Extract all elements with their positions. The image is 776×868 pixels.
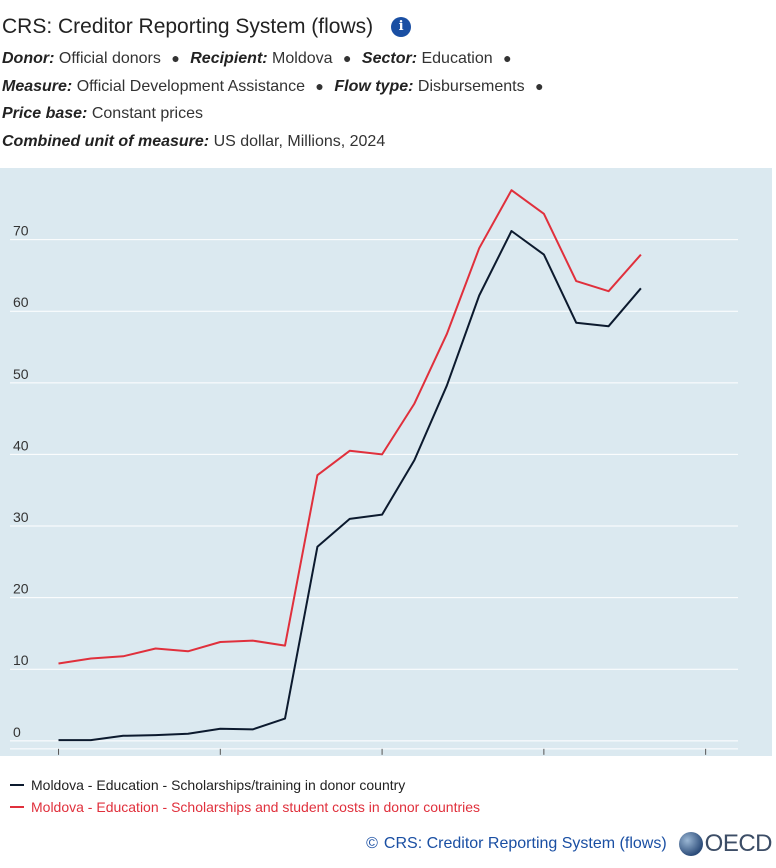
measure-label: Measure: [2, 78, 73, 95]
data-point-series-1 [315, 544, 320, 549]
data-point-series-1 [153, 733, 158, 738]
data-point-series-1 [509, 229, 514, 234]
data-point-series-2 [283, 643, 288, 648]
measure-value: Official Development Assistance [76, 78, 305, 95]
y-tick-label: 30 [13, 509, 29, 525]
data-point-series-1 [638, 286, 643, 291]
flow-type-label: Flow type: [334, 78, 414, 95]
legend-item-series-2[interactable]: Moldova - Education - Scholarships and s… [10, 796, 480, 818]
data-point-series-2 [444, 332, 449, 337]
series-line-2 [58, 189, 642, 665]
data-point-series-2 [347, 448, 352, 453]
legend-item-series-1[interactable]: Moldova - Education - Scholarships/train… [10, 774, 480, 796]
legend-label-series-2: Moldova - Education - Scholarships and s… [31, 799, 481, 815]
copyright-symbol: © [366, 835, 378, 852]
donor-value: Official donors [58, 50, 161, 67]
price-base-label: Price base: [2, 105, 88, 122]
footer: © CRS: Creditor Reporting System (flows)… [366, 828, 772, 860]
data-point-series-2 [574, 279, 579, 284]
filters-line-2: Measure: Official Development Assistance… [2, 72, 772, 100]
data-point-series-1 [121, 733, 126, 738]
legend: Moldova - Education - Scholarships/train… [10, 774, 480, 818]
title-row: CRS: Creditor Reporting System (flows) i [2, 10, 772, 44]
data-point-series-2 [315, 473, 320, 478]
data-point-series-2 [541, 211, 546, 216]
data-point-series-1 [412, 458, 417, 463]
recipient-label: Recipient: [190, 50, 268, 67]
legend-swatch-series-1 [10, 784, 24, 786]
y-tick-label: 50 [13, 366, 29, 382]
data-point-series-2 [606, 289, 611, 294]
data-point-series-1 [185, 731, 190, 736]
data-point-series-1 [347, 516, 352, 521]
data-point-series-1 [477, 293, 482, 298]
data-point-series-2 [121, 654, 126, 659]
data-point-series-1 [250, 727, 255, 732]
series-line-1 [58, 230, 642, 742]
chart-header: CRS: Creditor Reporting System (flows) i… [2, 10, 772, 156]
unit-line: Combined unit of measure: US dollar, Mil… [2, 128, 772, 156]
data-point-series-1 [88, 738, 93, 743]
y-tick-label: 10 [13, 652, 29, 668]
y-tick-label: 40 [13, 437, 29, 453]
data-point-series-2 [380, 452, 385, 457]
recipient-value: Moldova [272, 50, 333, 67]
data-point-series-2 [509, 188, 514, 193]
oecd-globe-icon [678, 832, 703, 856]
data-point-series-1 [444, 383, 449, 388]
series-layer [56, 188, 643, 743]
y-tick-label: 0 [13, 724, 21, 740]
chart-area: 01020304050607020062011201620212026 [0, 168, 772, 774]
data-point-series-1 [283, 716, 288, 721]
data-point-series-1 [218, 726, 223, 731]
data-point-series-1 [380, 512, 385, 517]
info-icon[interactable]: i [391, 17, 412, 37]
price-base-value: Constant prices [91, 105, 204, 122]
separator-dot: ● [535, 78, 544, 94]
source-link[interactable]: CRS: Creditor Reporting System (flows) [383, 835, 667, 852]
filters-line-1: Donor: Official donors ● Recipient: Mold… [2, 44, 772, 72]
chart-title: CRS: Creditor Reporting System (flows) [2, 15, 374, 38]
price-base-line: Price base: Constant prices [2, 100, 772, 128]
data-point-series-2 [153, 646, 158, 651]
line-chart: 01020304050607020062011201620212026 [10, 188, 738, 774]
separator-dot: ● [503, 50, 512, 66]
y-tick-label: 20 [13, 581, 29, 597]
flow-type-value: Disbursements [417, 78, 525, 95]
separator-dot: ● [342, 50, 352, 66]
data-point-series-2 [477, 246, 482, 251]
oecd-logo: OECD [704, 830, 773, 857]
data-point-series-1 [606, 324, 611, 329]
legend-swatch-series-2 [10, 806, 24, 808]
data-point-series-2 [412, 401, 417, 406]
data-point-series-2 [185, 649, 190, 654]
y-tick-label: 70 [13, 223, 29, 239]
donor-label: Donor: [2, 50, 55, 67]
unit-value: US dollar, Millions, 2024 [213, 133, 386, 150]
data-point-series-2 [88, 656, 93, 661]
data-point-series-2 [250, 638, 255, 643]
separator-dot: ● [315, 78, 324, 94]
data-point-series-1 [574, 320, 579, 325]
y-tick-label: 60 [13, 294, 29, 310]
separator-dot: ● [171, 50, 180, 66]
grid-layer [10, 239, 738, 742]
unit-label: Combined unit of measure: [2, 133, 210, 150]
data-point-series-2 [218, 640, 223, 645]
data-point-series-2 [56, 661, 61, 666]
sector-value: Education [421, 50, 493, 67]
data-point-series-1 [56, 738, 61, 743]
data-point-series-1 [541, 252, 546, 257]
sector-label: Sector: [361, 50, 418, 67]
data-point-series-2 [638, 252, 643, 257]
legend-label-series-1: Moldova - Education - Scholarships/train… [31, 777, 406, 793]
